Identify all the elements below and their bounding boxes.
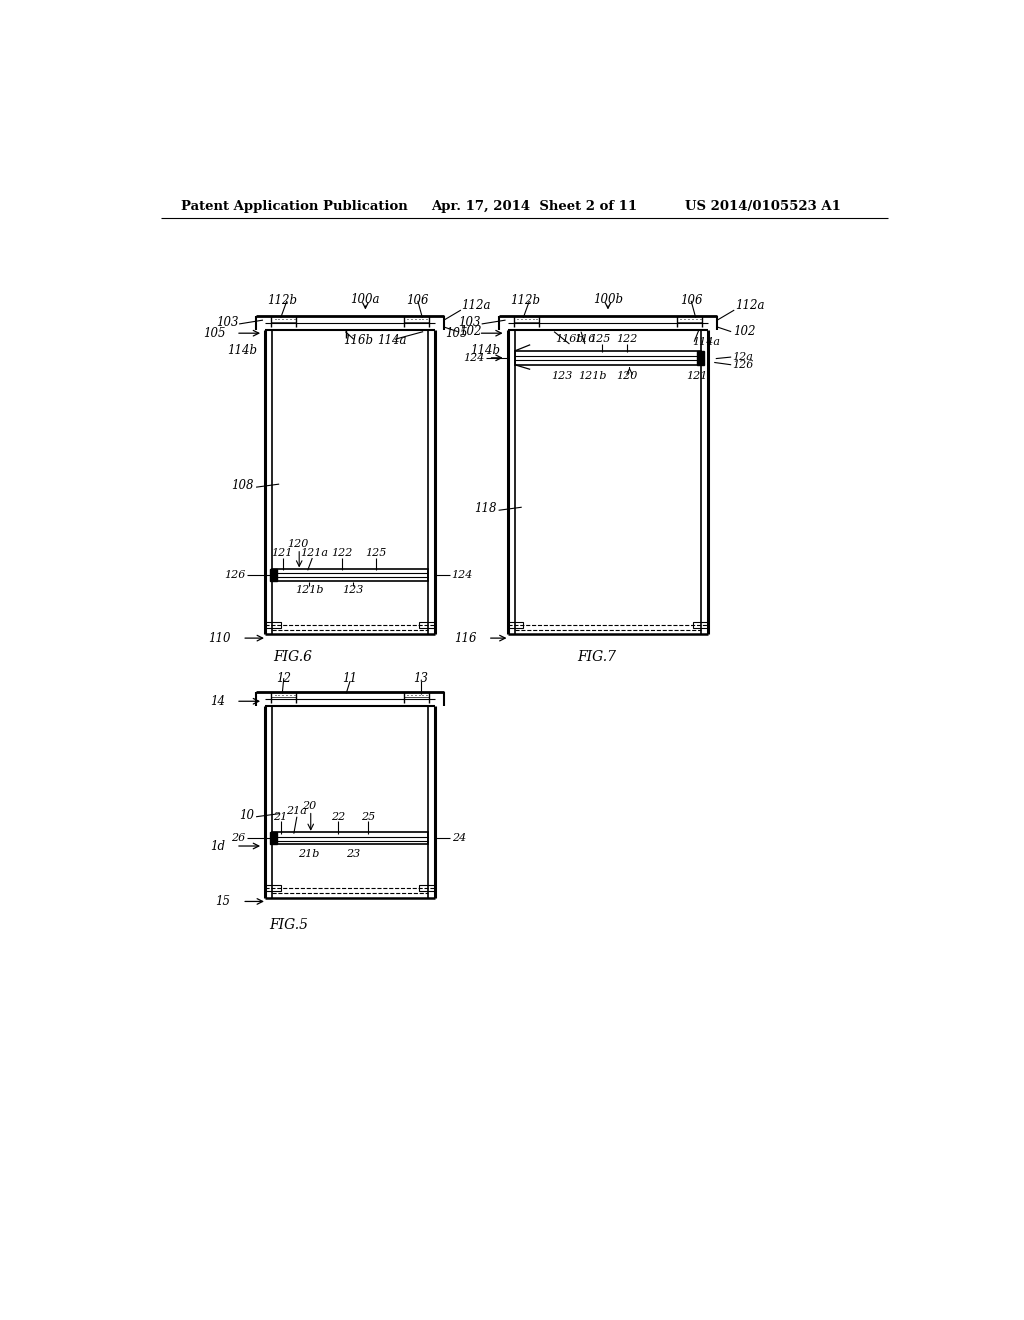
Text: 12: 12 bbox=[276, 672, 291, 685]
Bar bbox=[265, 886, 281, 891]
Text: 122: 122 bbox=[331, 548, 352, 558]
Text: 124: 124 bbox=[452, 570, 473, 579]
Text: US 2014/0105523 A1: US 2014/0105523 A1 bbox=[685, 199, 841, 213]
Bar bbox=[270, 832, 276, 845]
Text: 21: 21 bbox=[272, 812, 287, 822]
Text: 121b: 121b bbox=[295, 585, 324, 595]
Text: 102: 102 bbox=[733, 325, 756, 338]
Text: 103: 103 bbox=[459, 315, 481, 329]
Text: 15: 15 bbox=[216, 895, 230, 908]
Text: 21a: 21a bbox=[287, 807, 307, 816]
Text: 114a: 114a bbox=[378, 334, 408, 347]
Text: 108: 108 bbox=[231, 479, 254, 492]
Text: 120: 120 bbox=[287, 539, 308, 549]
Text: 100b: 100b bbox=[593, 293, 623, 306]
Text: 14: 14 bbox=[210, 694, 225, 708]
Text: 125: 125 bbox=[366, 548, 387, 558]
Bar bbox=[272, 832, 428, 845]
Text: 114b: 114b bbox=[227, 345, 258, 358]
Text: 21b: 21b bbox=[299, 849, 319, 859]
Text: 123: 123 bbox=[551, 371, 572, 380]
Text: 25: 25 bbox=[361, 812, 376, 822]
Text: 120: 120 bbox=[616, 371, 638, 380]
Text: 102: 102 bbox=[460, 325, 482, 338]
Text: 112a: 112a bbox=[462, 298, 492, 312]
Text: 112b: 112b bbox=[267, 294, 297, 308]
Text: FIG.5: FIG.5 bbox=[269, 917, 308, 932]
Text: 123: 123 bbox=[342, 585, 364, 595]
Text: 10: 10 bbox=[240, 809, 255, 822]
Text: 112a: 112a bbox=[735, 298, 765, 312]
Text: 110: 110 bbox=[208, 631, 230, 644]
Text: 23: 23 bbox=[346, 849, 360, 859]
Bar bbox=[265, 622, 281, 628]
Text: 121: 121 bbox=[686, 371, 708, 380]
Text: 13: 13 bbox=[414, 672, 428, 685]
Text: 118: 118 bbox=[474, 502, 497, 515]
Bar bbox=[508, 622, 523, 628]
Bar bbox=[270, 569, 276, 581]
Text: 114b: 114b bbox=[470, 345, 500, 358]
Text: 126: 126 bbox=[733, 360, 754, 370]
Text: 100a: 100a bbox=[350, 293, 380, 306]
Text: 22: 22 bbox=[331, 812, 345, 822]
Bar bbox=[692, 622, 708, 628]
Text: 106: 106 bbox=[407, 294, 429, 308]
Text: 26: 26 bbox=[231, 833, 246, 843]
Text: 105: 105 bbox=[203, 326, 225, 339]
Bar bbox=[696, 351, 705, 364]
Text: 116b: 116b bbox=[343, 334, 373, 347]
Text: 24: 24 bbox=[452, 833, 466, 843]
Bar bbox=[419, 622, 435, 628]
Text: 12a: 12a bbox=[733, 352, 754, 362]
Text: 114a: 114a bbox=[692, 337, 721, 347]
Text: 116: 116 bbox=[455, 631, 477, 644]
Text: FIG.6: FIG.6 bbox=[273, 651, 312, 664]
Text: 116: 116 bbox=[574, 334, 596, 345]
Text: 122: 122 bbox=[616, 334, 638, 345]
Text: FIG.7: FIG.7 bbox=[578, 651, 616, 664]
Text: 121a: 121a bbox=[301, 548, 329, 558]
Bar bbox=[515, 351, 701, 364]
Text: 11: 11 bbox=[342, 672, 357, 685]
Bar bbox=[272, 569, 428, 581]
Text: 105: 105 bbox=[445, 326, 468, 339]
Text: 125: 125 bbox=[590, 334, 611, 345]
Text: 116b: 116b bbox=[555, 334, 584, 345]
Text: Apr. 17, 2014  Sheet 2 of 11: Apr. 17, 2014 Sheet 2 of 11 bbox=[431, 199, 637, 213]
Text: 106: 106 bbox=[680, 294, 702, 308]
Text: 121b: 121b bbox=[579, 371, 607, 380]
Text: 20: 20 bbox=[302, 801, 316, 810]
Bar bbox=[419, 886, 435, 891]
Text: 1d: 1d bbox=[210, 840, 225, 853]
Text: 121: 121 bbox=[270, 548, 292, 558]
Text: 112b: 112b bbox=[510, 294, 540, 308]
Text: 126: 126 bbox=[224, 570, 246, 579]
Text: 103: 103 bbox=[216, 315, 239, 329]
Text: Patent Application Publication: Patent Application Publication bbox=[180, 199, 408, 213]
Text: 124: 124 bbox=[464, 352, 484, 363]
